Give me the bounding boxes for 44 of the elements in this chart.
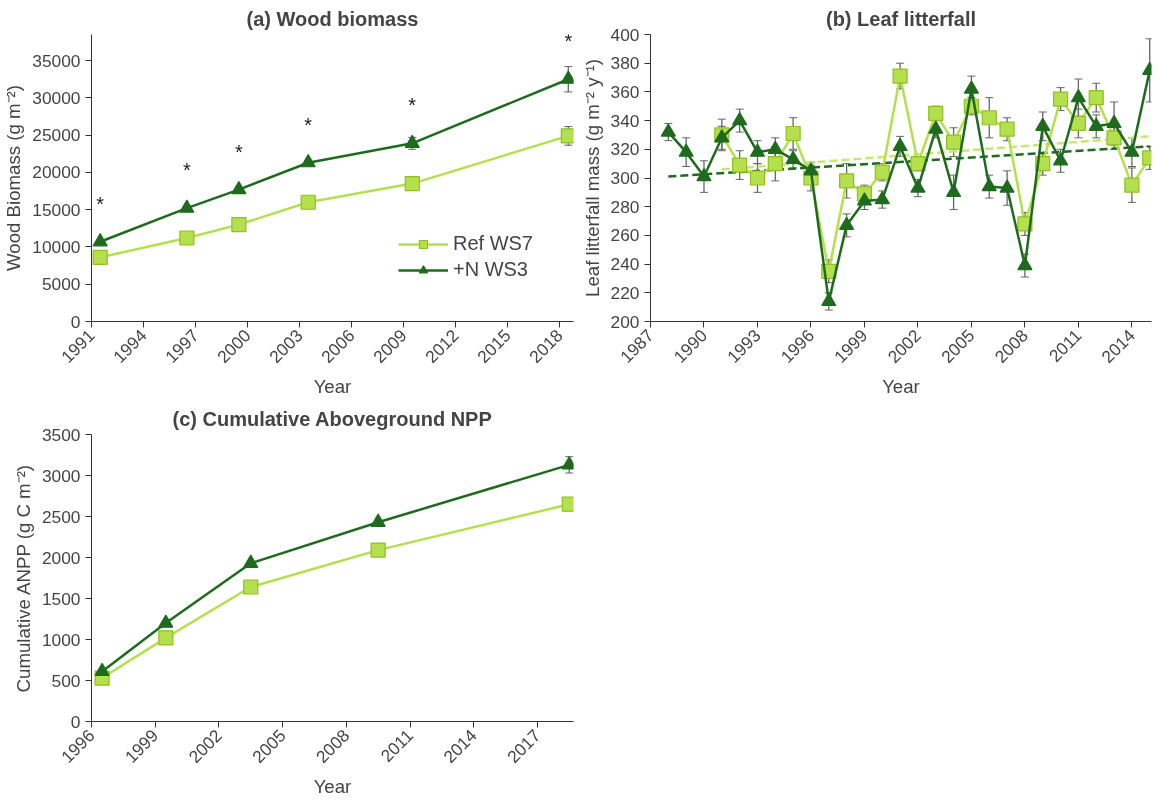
y-tick-label: 1500 [41,588,81,609]
y-tick-label: 25000 [32,125,81,146]
legend-label: Ref WS7 [452,232,533,255]
x-axis-title: Year [313,776,352,798]
y-tick-label: 15000 [32,199,81,220]
y-tick-label: 260 [610,225,640,246]
legend-label: +N WS3 [452,258,528,281]
y-tick-label: 35000 [32,50,81,71]
chart-title: (a) Wood biomass [246,7,419,30]
y-tick-label: 360 [610,81,640,102]
y-tick-label: 500 [51,670,81,691]
y-axis-title: Wood Biomass (g m⁻²) [3,84,25,272]
y-axis-title: Leaf litterfall mass (g m⁻² y⁻¹) [581,58,603,297]
y-tick-label: 10000 [32,236,81,257]
x-axis-title: Year [313,376,352,398]
annotation: * [182,159,191,182]
annotation: * [408,94,417,117]
y-tick-label: 2000 [41,547,81,568]
annotation: * [96,192,105,215]
y-tick-label: 3500 [41,424,81,445]
y-tick-label: 30000 [32,87,81,108]
y-tick-label: 200 [610,311,640,332]
y-tick-label: 280 [610,196,640,217]
y-tick-label: 3000 [41,465,81,486]
annotation: * [234,140,243,163]
y-tick-label: 380 [610,53,640,74]
y-tick-label: 5000 [41,274,81,295]
y-tick-label: 0 [70,711,81,732]
chart-title: (b) Leaf litterfall [826,7,977,30]
y-tick-label: 0 [70,311,81,332]
y-tick-label: 400 [610,24,640,45]
y-axis-title: Cumulative ANPP (g C m⁻²) [12,464,34,693]
y-tick-label: 300 [610,168,640,188]
y-tick-label: 2500 [41,506,81,527]
chart-title: (c) Cumulative Aboveground NPP [172,407,492,430]
y-tick-label: 220 [610,282,640,303]
y-tick-label: 1000 [41,629,81,650]
annotation: * [304,113,313,136]
y-tick-label: 20000 [32,162,81,183]
y-tick-label: 240 [610,254,640,275]
y-tick-label: 320 [610,139,640,160]
y-tick-label: 340 [610,110,640,131]
annotation: * [564,30,573,53]
x-axis-title: Year [882,376,920,398]
